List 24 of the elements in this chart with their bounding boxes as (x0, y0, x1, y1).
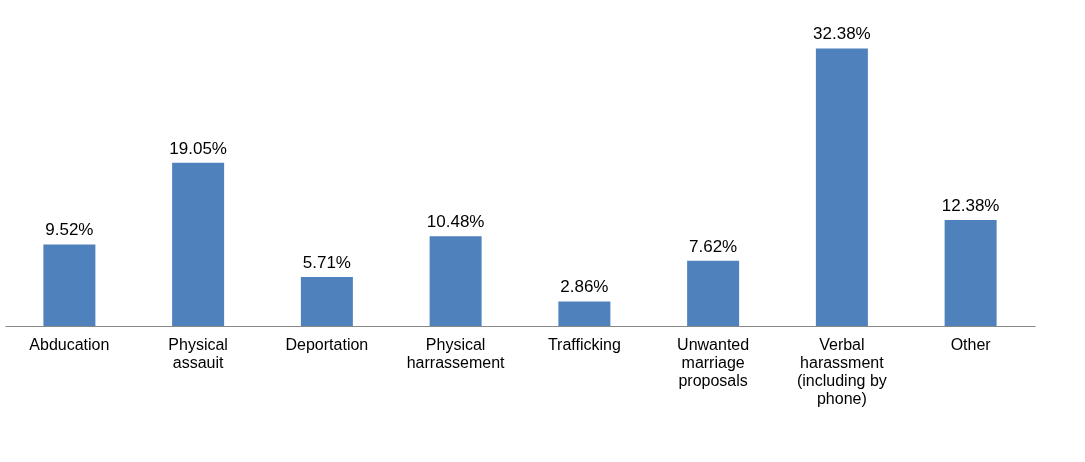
data-label: 2.86% (560, 277, 609, 297)
bar (687, 260, 740, 326)
bar (43, 244, 96, 326)
bar (815, 48, 868, 326)
x-tick-label: Deportation (285, 335, 369, 353)
data-label: 12.38% (941, 195, 1000, 215)
x-tick-label: Unwanted marriage proposals (677, 335, 750, 389)
x-tick-label: Verbal harassment (including by phone) (796, 335, 887, 407)
bar (429, 236, 482, 326)
x-tick-label: Abducation (29, 335, 110, 353)
data-label: 9.52% (45, 220, 94, 240)
x-tick-label: Physical harrassement (406, 335, 506, 371)
bar (172, 162, 225, 326)
x-tick-label: Other (950, 335, 992, 353)
data-label: 19.05% (169, 138, 227, 158)
bar (944, 219, 997, 326)
data-label: 32.38% (813, 24, 871, 44)
x-tick-label: Physical assauit (168, 335, 228, 371)
bar (558, 301, 611, 326)
data-label: 10.48% (426, 212, 485, 232)
bar (300, 277, 353, 326)
x-tick-label: Trafficking (547, 335, 621, 353)
data-label: 7.62% (689, 236, 738, 256)
data-label: 5.71% (302, 253, 351, 273)
